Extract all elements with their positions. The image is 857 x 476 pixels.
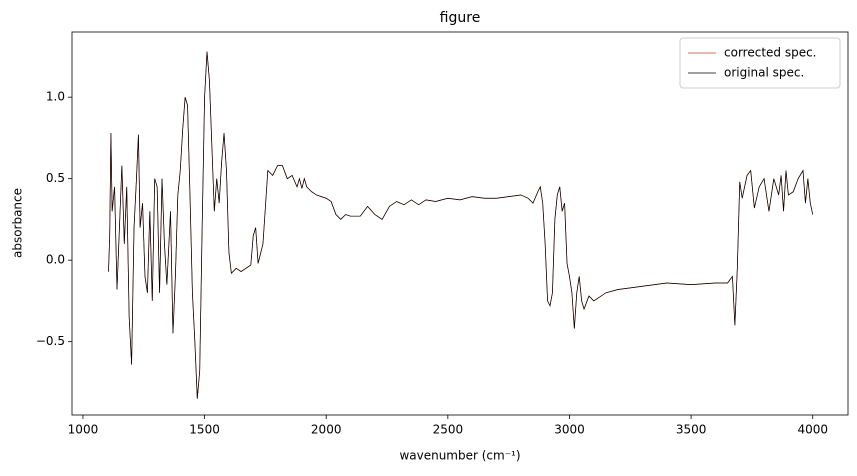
x-tick-label: 2500 bbox=[433, 423, 464, 437]
legend-box bbox=[679, 37, 841, 89]
legend-label: original spec. bbox=[724, 66, 804, 80]
y-tick-label: 1.0 bbox=[46, 90, 65, 104]
x-tick-label: 4000 bbox=[797, 423, 828, 437]
plot-frame bbox=[71, 31, 849, 416]
x-axis-label: wavenumber (cm⁻¹) bbox=[399, 449, 520, 463]
series-line bbox=[108, 51, 814, 399]
y-axis-label: absorbance bbox=[11, 188, 25, 258]
x-tick-label: 3500 bbox=[676, 423, 707, 437]
x-tick-label: 3000 bbox=[554, 423, 585, 437]
x-tick-label: 1500 bbox=[189, 423, 220, 437]
y-tick-label: 0.5 bbox=[46, 171, 65, 185]
y-tick-label: −0.5 bbox=[36, 334, 65, 348]
y-tick-label: 0.0 bbox=[46, 253, 65, 267]
chart-title: figure bbox=[440, 10, 481, 26]
legend-label: corrected spec. bbox=[724, 46, 817, 60]
x-tick-label: 1000 bbox=[68, 423, 99, 437]
x-tick-label: 2000 bbox=[311, 423, 342, 437]
